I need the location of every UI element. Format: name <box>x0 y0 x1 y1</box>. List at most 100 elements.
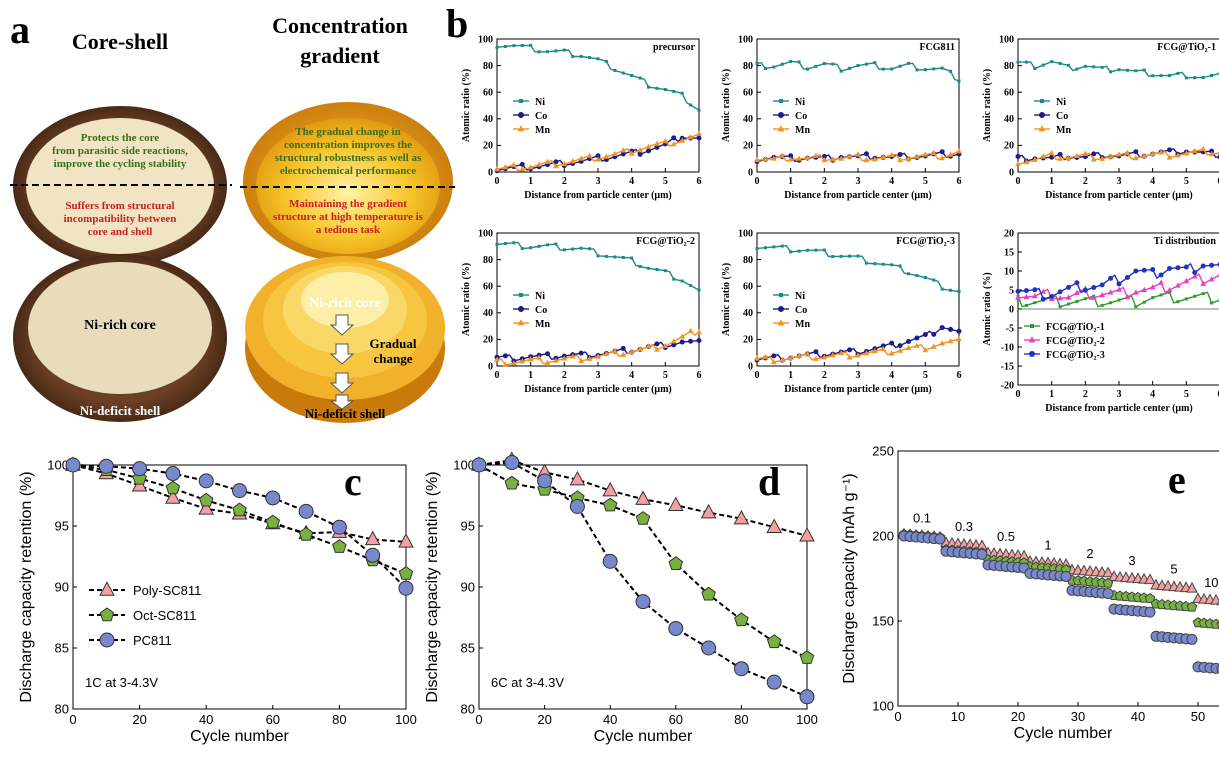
series-point <box>1057 295 1063 301</box>
y-tick-label: 60 <box>1004 88 1014 99</box>
y-axis-label: Atomic ratio (%) <box>721 69 732 142</box>
series-point <box>733 661 749 677</box>
cg-bot-line3: a tedious task <box>315 224 381 236</box>
x-tick-label: 5 <box>663 370 668 381</box>
y-tick-label: 40 <box>1004 114 1014 125</box>
series-point <box>697 288 701 292</box>
series-point <box>672 89 676 93</box>
series-point <box>806 67 809 71</box>
cs-core-label: Ni-rich core <box>84 318 156 333</box>
legend-marker <box>518 306 524 312</box>
series-point <box>554 242 558 246</box>
rate-label: 0.1 <box>913 510 931 525</box>
y-tick-label: 80 <box>743 61 753 72</box>
series-point <box>939 340 946 346</box>
plot-frame <box>72 464 407 710</box>
series-point <box>602 553 618 569</box>
series-point <box>672 277 676 281</box>
series-point <box>165 480 181 495</box>
series-point <box>733 509 750 525</box>
series-point <box>1184 297 1188 301</box>
y-tick-label: 100 <box>738 228 753 239</box>
series-point <box>571 247 575 251</box>
series-point <box>770 359 777 365</box>
series-point <box>1176 300 1180 304</box>
series-point <box>1133 149 1139 155</box>
series-point <box>766 674 782 690</box>
legend-label: Ni <box>535 291 545 302</box>
series-point <box>914 342 920 348</box>
series-point <box>637 346 643 352</box>
series-point <box>1057 155 1063 161</box>
series-point <box>1074 289 1080 296</box>
series-point <box>898 264 902 268</box>
series-point <box>1099 291 1106 298</box>
legend-label: Mn <box>795 319 810 330</box>
series-point <box>957 290 961 294</box>
x-tick-label: 0 <box>1016 389 1021 400</box>
series-point <box>645 343 652 349</box>
series-point <box>846 153 853 159</box>
x-tick-label: 2 <box>822 176 827 187</box>
gradient-bottom-ring4 <box>301 272 389 328</box>
series-point <box>645 143 652 149</box>
series-point <box>806 248 809 252</box>
series-point <box>1208 276 1215 282</box>
series-point <box>512 241 516 245</box>
series-point <box>1083 64 1087 68</box>
x-tick-label: 0 <box>495 370 500 381</box>
series-point <box>667 496 684 512</box>
series-point <box>398 533 414 548</box>
series-point <box>934 533 946 545</box>
series-point <box>863 156 870 163</box>
series-point <box>1132 154 1139 161</box>
x-tick-label: 100 <box>796 712 818 727</box>
x-axis-label: Distance from particle center (μm) <box>784 190 931 201</box>
rate-label: 1 <box>1044 538 1051 553</box>
series-point <box>198 500 215 515</box>
series-point <box>1200 263 1206 269</box>
series-point <box>1134 69 1138 73</box>
series-point <box>873 262 877 266</box>
series-point <box>922 332 928 338</box>
series-point <box>1210 618 1219 629</box>
series-point <box>638 264 642 268</box>
series-point <box>635 594 651 610</box>
series-point <box>635 511 651 525</box>
legend-marker <box>99 581 115 596</box>
y-axis-label: Atomic ratio (%) <box>982 272 993 345</box>
series-point <box>655 268 659 272</box>
series-point <box>898 64 902 68</box>
series-point <box>1050 60 1054 64</box>
series-point <box>611 347 618 354</box>
schematic-graphics <box>10 102 455 423</box>
series-point <box>613 68 617 72</box>
legend-label: Ni <box>795 291 805 302</box>
x-tick-label: 30 <box>1071 709 1085 724</box>
series-point <box>822 248 826 252</box>
rate-plot: 0 10 20 30 40 50 100 150 200 250 Cycle number Disch… <box>841 443 1219 742</box>
series-point <box>503 44 507 48</box>
x-tick-label: 40 <box>1131 709 1145 724</box>
series-point <box>471 457 487 473</box>
x-tick-label: 6 <box>1218 389 1219 400</box>
series-point <box>588 56 592 60</box>
series-point <box>839 254 843 258</box>
series-point <box>611 150 618 156</box>
y-tick-label: 200 <box>872 528 894 543</box>
x-tick-label: 6 <box>1218 176 1219 187</box>
series-point <box>838 349 845 356</box>
legend-marker <box>99 607 115 622</box>
series-point <box>771 353 777 359</box>
series-point <box>1193 76 1197 80</box>
series-point <box>897 347 903 353</box>
edx-plot-6: 0 1 2 3 4 5 6 -20 -15 -10 -5 0 5 10 15 20 Distance from … <box>982 228 1219 414</box>
series-point <box>1033 301 1037 305</box>
series-point <box>1158 272 1164 278</box>
series-point <box>1193 294 1197 298</box>
series-point <box>789 250 793 254</box>
legend-marker <box>1028 336 1036 343</box>
series-point <box>915 274 919 278</box>
series-point <box>905 344 912 350</box>
y-tick-label: 100 <box>872 698 894 713</box>
